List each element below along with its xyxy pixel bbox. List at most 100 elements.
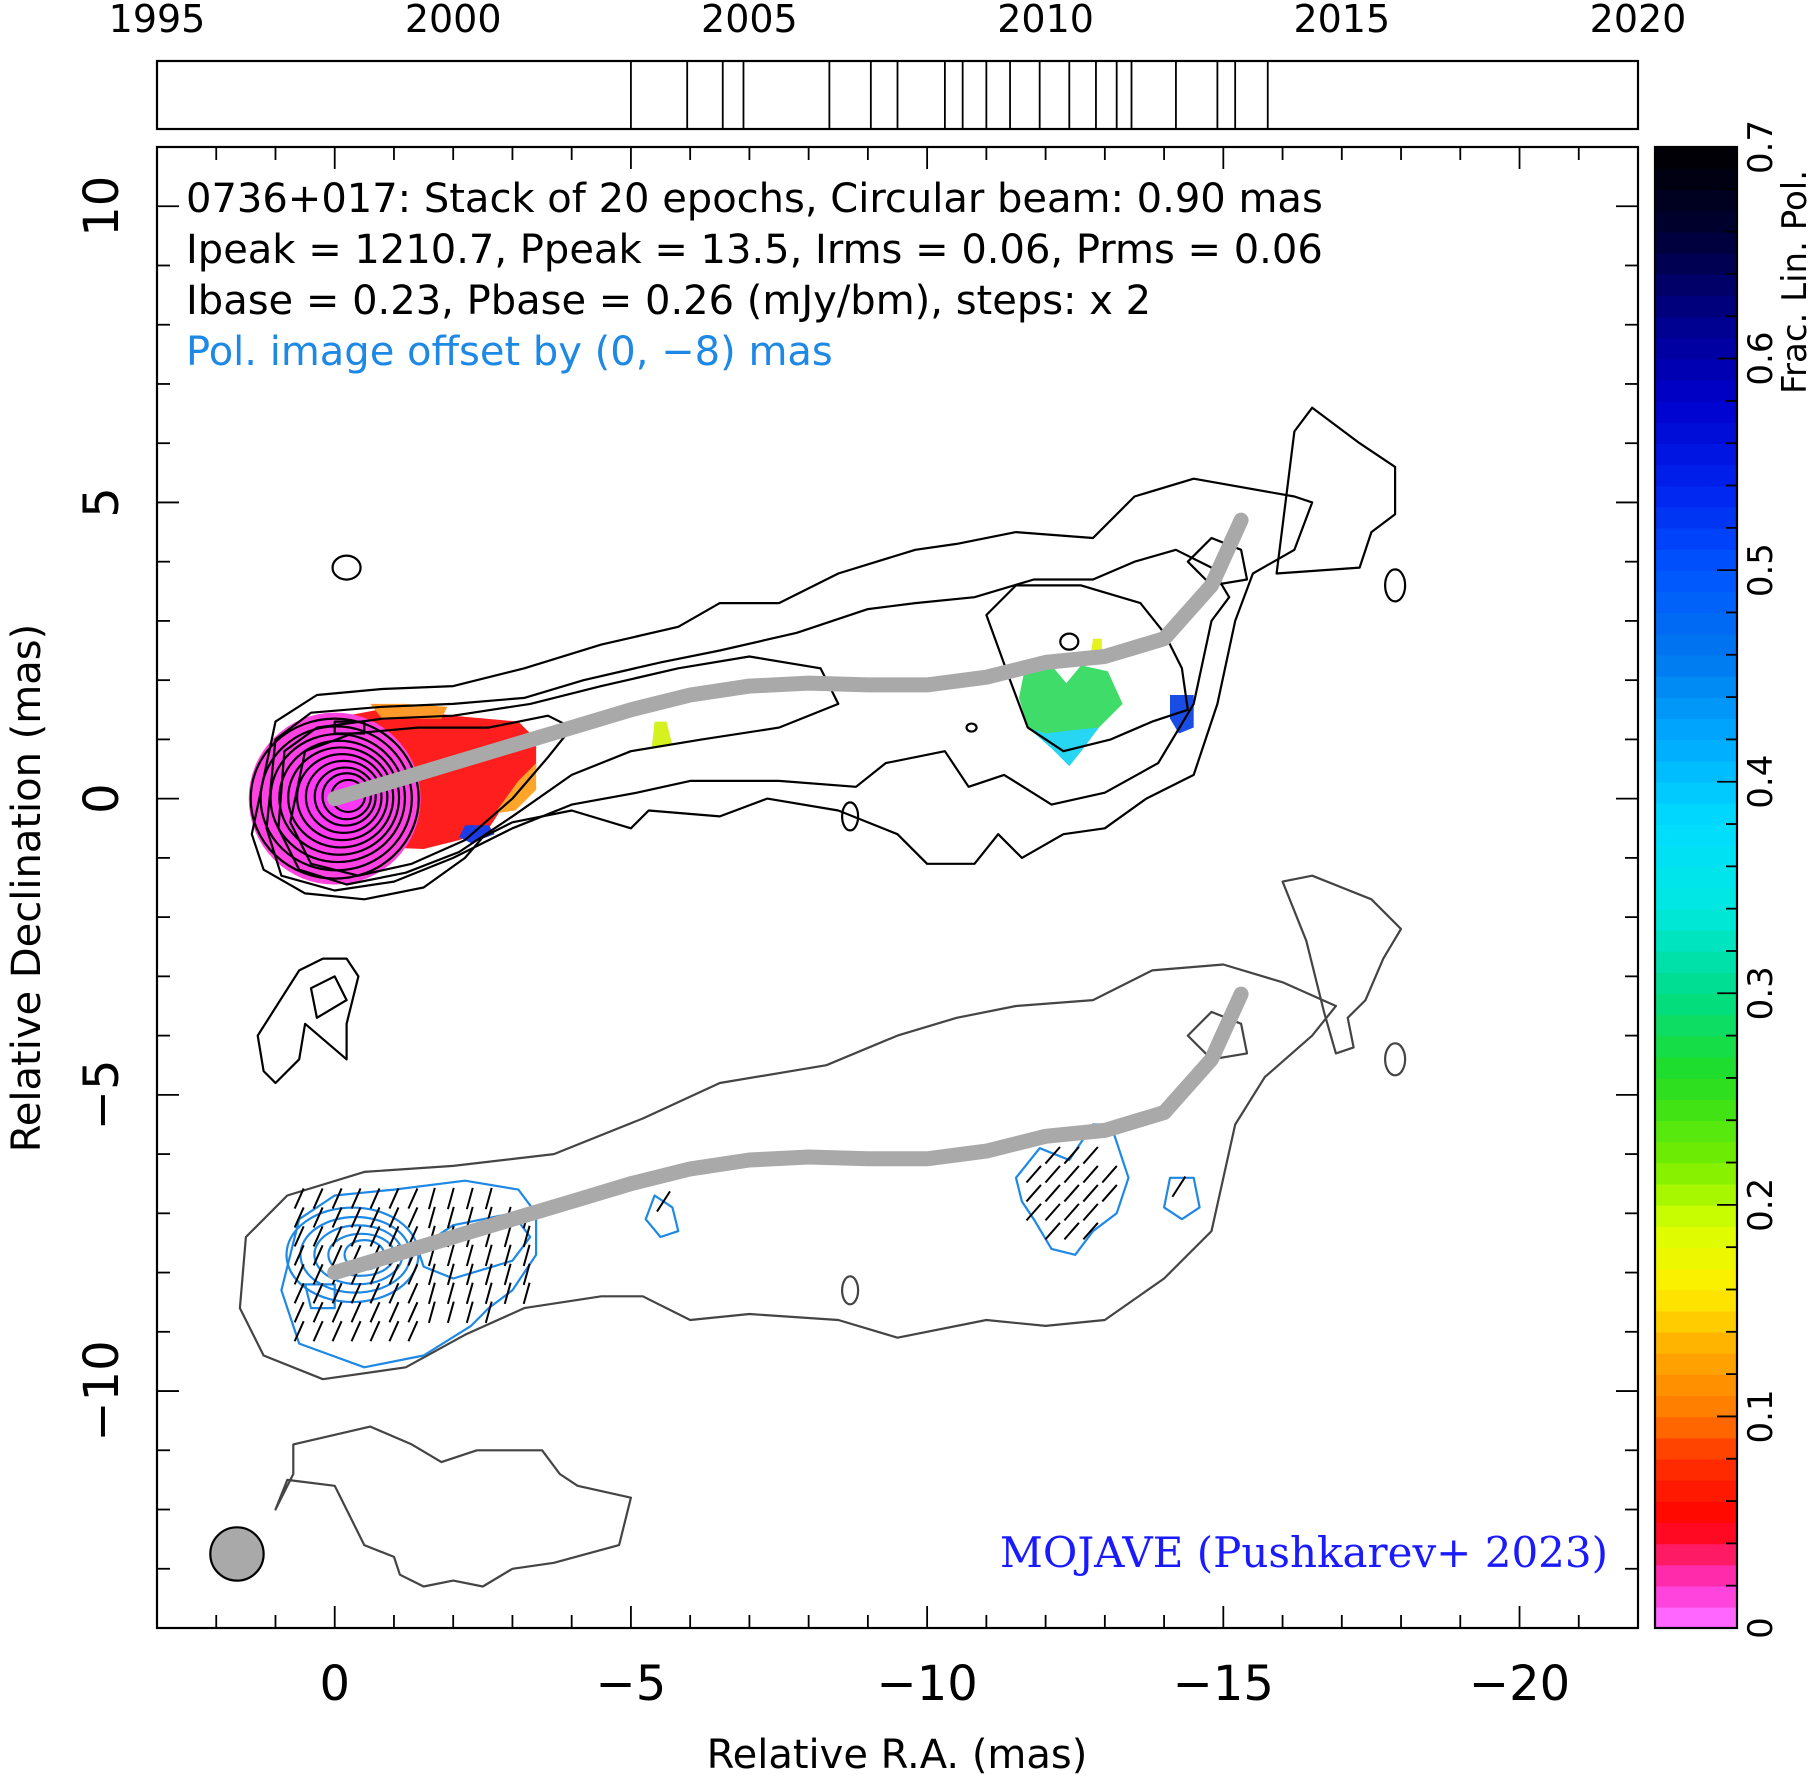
colorbar-band: [1655, 1183, 1737, 1206]
colorbar-band: [1655, 1268, 1737, 1291]
colorbar-band: [1655, 1099, 1737, 1122]
evpa-tick: [407, 1263, 419, 1285]
evpa-tick: [293, 1282, 305, 1304]
contour-upper-knot: [985, 584, 1189, 753]
colorbar-band: [1655, 189, 1737, 212]
header-line-3: Ibase = 0.23, Pbase = 0.26 (mJy/bm), ste…: [186, 278, 1151, 324]
colorbar-band: [1655, 1522, 1737, 1545]
pol-offset-note: Pol. image offset by (0, −8) mas: [186, 329, 833, 375]
evpa-tick: [388, 1207, 400, 1228]
contour-island: [331, 554, 362, 581]
evpa-tick: [522, 1282, 531, 1305]
evpa-tick: [465, 1282, 474, 1305]
colorbar-band: [1655, 781, 1737, 804]
evpa-tick: [331, 1320, 343, 1342]
evpa-tick: [350, 1301, 362, 1323]
evpa-tick: [484, 1244, 493, 1267]
evpa-tick: [331, 1207, 343, 1228]
evpa-tick: [465, 1301, 474, 1324]
y-tick-label: 0: [74, 783, 130, 814]
colorbar-band: [1655, 1056, 1737, 1079]
colorbar-band: [1655, 760, 1737, 783]
header-line-1: 0736+017: Stack of 20 epochs, Circular b…: [186, 176, 1323, 222]
evpa-tick: [1063, 1184, 1080, 1203]
colorbar-band: [1655, 443, 1737, 466]
epoch-tick-label: 2015: [1293, 0, 1390, 41]
evpa-tick: [427, 1187, 436, 1210]
evpa-tick: [427, 1263, 436, 1286]
evpa-tick: [312, 1188, 324, 1209]
colorbar-band: [1655, 464, 1737, 487]
pol-patch-orange-2: [494, 763, 537, 814]
evpa-tick: [369, 1188, 381, 1209]
evpa-tick: [350, 1282, 362, 1304]
evpa-tick: [369, 1320, 381, 1342]
evpa-tick: [350, 1207, 362, 1228]
evpa-tick: [388, 1225, 400, 1247]
colorbar-tick-label: 0.3: [1741, 966, 1781, 1020]
colorbar-band: [1655, 633, 1737, 656]
contour-upper-sw: [256, 957, 360, 1085]
evpa-tick: [293, 1244, 305, 1266]
evpa-tick: [293, 1188, 305, 1209]
x-tick-label: −10: [876, 1656, 977, 1712]
colorbar-band: [1655, 1543, 1737, 1566]
evpa-tick: [350, 1188, 362, 1209]
colorbar-tick-label: 0.2: [1741, 1178, 1781, 1232]
contour-island: [841, 801, 860, 832]
contour-core-ring: [287, 746, 395, 849]
contour-upper-sw-2: [309, 975, 348, 1019]
contour-lower-ne: [1281, 874, 1403, 1055]
evpa-tick: [312, 1207, 324, 1228]
colorbar-label: Frac. Lin. Pol.: [1775, 170, 1815, 394]
evpa-tick: [369, 1282, 381, 1304]
colorbar-band: [1655, 1310, 1737, 1333]
evpa-tick: [1044, 1146, 1061, 1165]
x-tick-label: −20: [1469, 1656, 1570, 1712]
evpa-tick: [1025, 1203, 1042, 1222]
colorbar-band: [1655, 316, 1737, 339]
colorbar-band: [1655, 400, 1737, 423]
contour-island-lower: [1384, 1042, 1407, 1077]
evpa-tick: [388, 1320, 400, 1342]
colorbar-band: [1655, 1501, 1737, 1524]
colorbar-band: [1655, 1331, 1737, 1354]
y-tick-label: 5: [74, 487, 130, 518]
evpa-tick: [407, 1301, 419, 1323]
colorbar-band: [1655, 1606, 1737, 1629]
colorbar-tick-label: 0.1: [1741, 1389, 1781, 1443]
colorbar-band: [1655, 273, 1737, 296]
epoch-tick-label: 2010: [997, 0, 1094, 41]
evpa-tick: [484, 1301, 493, 1324]
evpa-tick: [522, 1263, 531, 1286]
evpa-tick: [1063, 1222, 1080, 1241]
colorbar-band: [1655, 887, 1737, 910]
epoch-tick-label: 1995: [109, 0, 206, 41]
evpa-tick: [1082, 1165, 1099, 1184]
colorbar-band: [1655, 1395, 1737, 1418]
colorbar-frame: [1653, 145, 1739, 1630]
evpa-tick: [1171, 1176, 1187, 1198]
evpa-tick: [522, 1244, 531, 1267]
pol-contour-blob-2: [1163, 1176, 1201, 1221]
evpa-tick: [1063, 1146, 1080, 1165]
ridge-line-upper: [327, 512, 1249, 807]
epoch-tick-label: 2020: [1590, 0, 1687, 41]
colorbar-band: [1655, 1162, 1737, 1185]
colorbar-tick-label: 0.4: [1741, 755, 1781, 809]
colorbar-band: [1655, 1416, 1737, 1439]
evpa-tick: [503, 1244, 512, 1267]
evpa-tick: [446, 1301, 455, 1324]
colorbar-band: [1655, 972, 1737, 995]
colorbar-band: [1655, 548, 1737, 571]
colorbar: 0 0.1 0.2 0.3 0.4 0.5 0.6 0.7 Frac. Lin. Pol.: [1653, 120, 1815, 1639]
evpa-tick: [312, 1320, 324, 1342]
colorbar-band: [1655, 1352, 1737, 1375]
evpa-tick: [407, 1207, 419, 1228]
colorbar-band: [1655, 210, 1737, 233]
colorbar-band: [1655, 845, 1737, 868]
evpa-tick: [484, 1187, 493, 1210]
contour-upper-3: [277, 655, 840, 886]
pol-patch-cyan: [1027, 727, 1099, 767]
y-tick-label: −10: [74, 1340, 130, 1441]
